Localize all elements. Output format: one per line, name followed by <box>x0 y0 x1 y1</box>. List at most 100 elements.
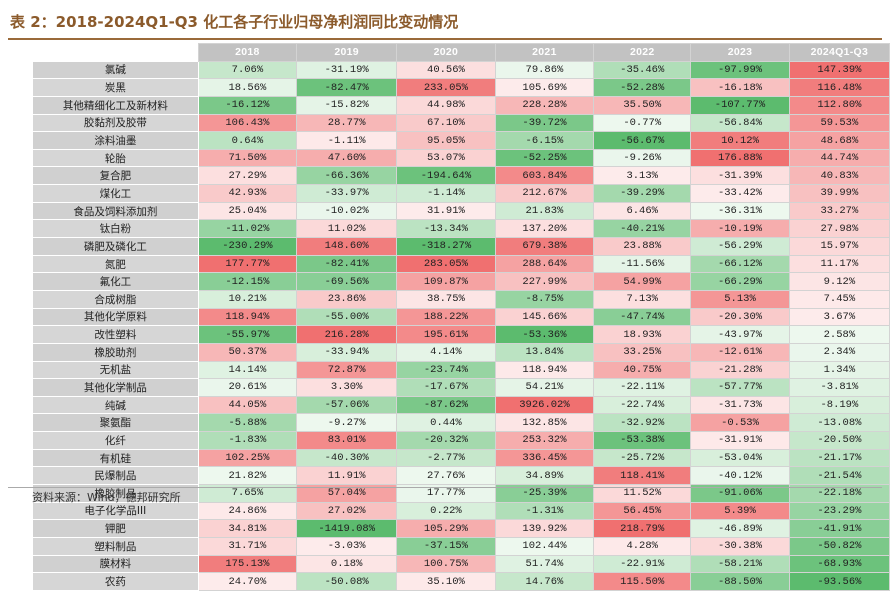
header-row: 2018 2019 2020 2021 2022 2023 2024Q1-Q3 <box>32 43 890 62</box>
value-cell: 109.87% <box>396 272 496 291</box>
value-cell: -57.77% <box>690 378 790 397</box>
value-cell: 253.32% <box>494 431 595 450</box>
value-cell: 27.98% <box>788 219 890 239</box>
row-label: 无机盐 <box>32 360 199 380</box>
value-cell: 9.12% <box>788 272 890 291</box>
value-cell: 47.60% <box>296 148 398 168</box>
value-cell: 39.99% <box>788 184 890 203</box>
value-cell: 35.50% <box>593 95 692 115</box>
value-cell: 38.75% <box>396 289 496 309</box>
row-label: 氮肥 <box>32 254 199 274</box>
source-note: 资料来源：Wind，德邦研究所 <box>32 491 181 504</box>
table-row: 无机盐 14.14% 72.87% -23.74% 118.94% 40.75% -21.2… <box>32 360 890 380</box>
value-cell: -82.47% <box>296 78 398 97</box>
value-cell: 34.89% <box>494 466 595 486</box>
value-cell: 5.39% <box>690 501 790 521</box>
row-label: 塑料制品 <box>32 536 199 556</box>
value-cell: 118.94% <box>494 360 595 380</box>
value-cell: 139.92% <box>494 519 595 538</box>
value-cell: 57.04% <box>296 484 398 503</box>
table-row: 复合肥 27.29% -66.36% -194.64% 603.84% 3.13% -31.… <box>32 166 890 186</box>
value-cell: -2.77% <box>396 448 496 468</box>
value-cell: 0.44% <box>396 413 496 433</box>
value-cell: 44.98% <box>396 95 496 115</box>
value-cell: -17.67% <box>396 378 496 397</box>
value-cell: -97.99% <box>690 60 790 80</box>
value-cell: 336.45% <box>494 448 595 468</box>
value-cell: 227.99% <box>494 272 595 291</box>
value-cell: -107.77% <box>690 95 790 115</box>
row-label: 复合肥 <box>32 166 199 186</box>
table-row: 有机硅 102.25% -40.30% -2.77% 336.45% -25.72% -53… <box>32 448 890 468</box>
value-cell: 14.76% <box>494 572 595 591</box>
table-row: 橡胶制品 7.65% 57.04% 17.77% -25.39% 11.52% -91.06… <box>32 484 890 503</box>
value-cell: -33.97% <box>296 184 398 203</box>
value-cell: 21.83% <box>494 201 595 221</box>
table-row: 橡胶助剂 50.37% -33.94% 4.14% 13.84% 33.25% -12.61… <box>32 342 890 362</box>
value-cell: 5.13% <box>690 289 790 309</box>
value-cell: 50.37% <box>197 342 298 362</box>
table-title: 表 2：2018-2024Q1-Q3 化工各子行业归母净利润同比变动情况 <box>10 13 459 31</box>
value-cell: -1.31% <box>494 501 595 521</box>
row-label: 轮胎 <box>32 148 199 168</box>
value-cell: -10.19% <box>690 219 790 239</box>
value-cell: -5.88% <box>197 413 298 433</box>
value-cell: -39.72% <box>494 113 595 133</box>
profit-change-table: 2018 2019 2020 2021 2022 2023 2024Q1-Q3 … <box>32 43 890 591</box>
table-row: 轮胎 71.50% 47.60% 53.07% -52.25% -9.26% 176.88%… <box>32 148 890 168</box>
table-row: 炭黑 18.56% -82.47% 233.05% 105.69% -52.28% -16.… <box>32 78 890 97</box>
value-cell: 233.05% <box>396 78 496 97</box>
value-cell: 1.34% <box>788 360 890 380</box>
value-cell: -12.61% <box>690 342 790 362</box>
row-label: 有机硅 <box>32 448 199 468</box>
row-label: 氯碱 <box>32 60 199 80</box>
value-cell: 53.07% <box>396 148 496 168</box>
value-cell: 118.94% <box>197 307 298 327</box>
column-header: 2020 <box>396 43 496 62</box>
value-cell: -0.53% <box>690 413 790 433</box>
value-cell: -32.92% <box>593 413 692 433</box>
table-row: 其他化学原料 118.94% -55.00% 188.22% 145.66% -47.74… <box>32 307 890 327</box>
value-cell: -194.64% <box>396 166 496 186</box>
value-cell: 25.04% <box>197 201 298 221</box>
value-cell: 10.12% <box>690 131 790 150</box>
row-label: 食品及饲料添加剂 <box>32 201 199 221</box>
value-cell: -0.77% <box>593 113 692 133</box>
value-cell: -3.81% <box>788 378 890 397</box>
table-row: 纯碱 44.05% -57.06% -87.62% 3926.02% -22.74% -31… <box>32 395 890 415</box>
bottom-divider <box>8 487 882 488</box>
value-cell: 27.76% <box>396 466 496 486</box>
value-cell: -40.12% <box>690 466 790 486</box>
value-cell: 115.50% <box>593 572 692 591</box>
value-cell: -58.21% <box>690 554 790 574</box>
value-cell: 3.13% <box>593 166 692 186</box>
value-cell: -52.25% <box>494 148 595 168</box>
value-cell: -20.30% <box>690 307 790 327</box>
value-cell: 112.80% <box>788 95 890 115</box>
value-cell: -68.93% <box>788 554 890 574</box>
value-cell: 10.21% <box>197 289 298 309</box>
value-cell: -6.15% <box>494 131 595 150</box>
row-label: 化纤 <box>32 431 199 450</box>
value-cell: -53.36% <box>494 325 595 344</box>
value-cell: 24.86% <box>197 501 298 521</box>
value-cell: 40.56% <box>396 60 496 80</box>
value-cell: -16.18% <box>690 78 790 97</box>
value-cell: -66.36% <box>296 166 398 186</box>
value-cell: 218.79% <box>593 519 692 538</box>
value-cell: -23.29% <box>788 501 890 521</box>
table-row: 磷肥及磷化工 -230.29% 148.60% -318.27% 679.38% 23.8… <box>32 237 890 256</box>
table-row: 民爆制品 21.82% 11.91% 27.76% 34.89% 118.41% -40.1… <box>32 466 890 486</box>
value-cell: 72.87% <box>296 360 398 380</box>
row-label: 聚氨酯 <box>32 413 199 433</box>
value-cell: 132.85% <box>494 413 595 433</box>
value-cell: -36.31% <box>690 201 790 221</box>
value-cell: 40.75% <box>593 360 692 380</box>
value-cell: 0.22% <box>396 501 496 521</box>
value-cell: 13.84% <box>494 342 595 362</box>
row-label: 民爆制品 <box>32 466 199 486</box>
value-cell: -40.21% <box>593 219 692 239</box>
value-cell: 176.88% <box>690 148 790 168</box>
value-cell: 14.14% <box>197 360 298 380</box>
value-cell: 51.74% <box>494 554 595 574</box>
